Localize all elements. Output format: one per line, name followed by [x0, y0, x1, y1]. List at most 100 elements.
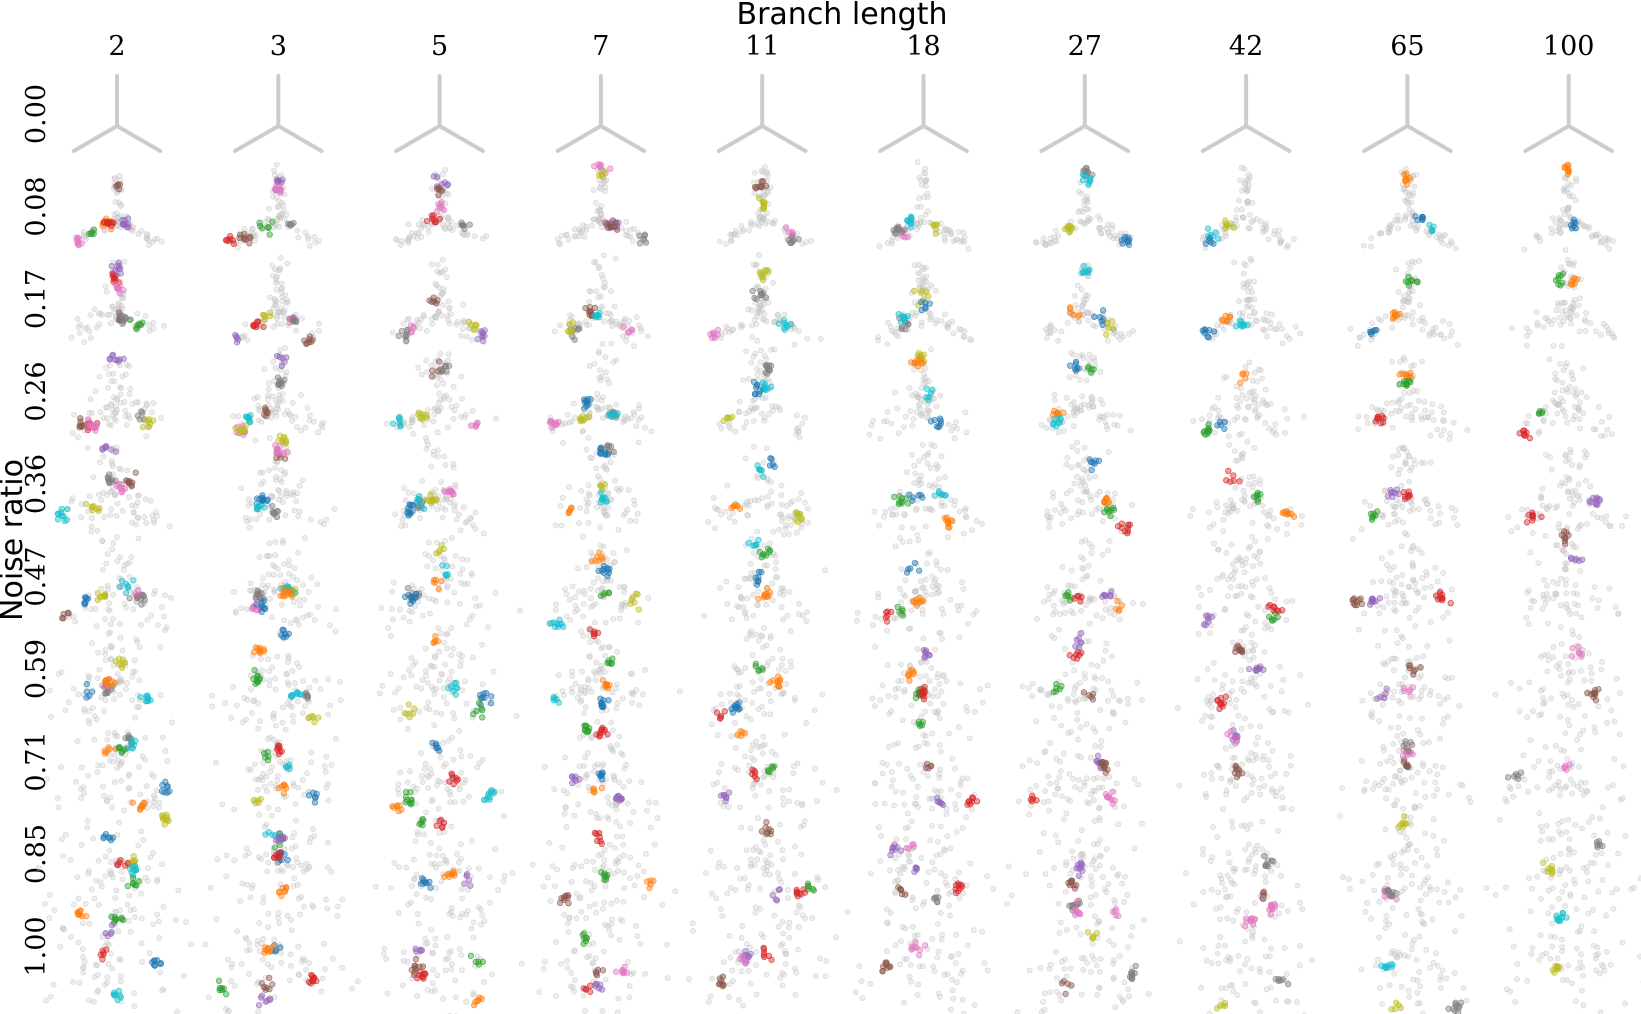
- data-point: [1240, 280, 1247, 287]
- data-point: [287, 412, 294, 419]
- data-point: [625, 487, 632, 493]
- data-point: [918, 412, 925, 419]
- data-point: [437, 350, 444, 357]
- data-point: [576, 233, 582, 240]
- data-point: [230, 413, 236, 419]
- data-point: [768, 488, 775, 495]
- data-point: [597, 186, 604, 192]
- data-point: [148, 409, 155, 416]
- data-point: [722, 508, 729, 515]
- data-point: [610, 616, 617, 622]
- data-point: [631, 411, 638, 418]
- cluster-point: [758, 183, 766, 190]
- data-point: [1557, 361, 1564, 367]
- data-point: [267, 596, 273, 602]
- row-label-0.36: 0.36: [21, 454, 52, 514]
- data-point: [1241, 497, 1248, 504]
- data-point: [439, 256, 446, 263]
- data-point: [121, 600, 128, 607]
- data-point: [1214, 322, 1221, 329]
- data-point: [599, 303, 605, 310]
- data-point: [916, 458, 922, 464]
- data-point: [1389, 324, 1396, 331]
- data-point: [1211, 429, 1218, 436]
- data-point: [277, 572, 284, 579]
- data-point: [458, 373, 465, 380]
- data-point: [570, 400, 577, 407]
- data-point: [431, 411, 438, 418]
- data-point: [1112, 490, 1118, 497]
- data-point: [753, 365, 760, 372]
- data-point: [1440, 417, 1446, 423]
- data-point: [1565, 256, 1571, 263]
- data-point: [763, 356, 769, 363]
- cluster-point: [253, 495, 261, 502]
- data-point: [751, 396, 758, 403]
- data-point: [283, 369, 290, 376]
- cluster-point: [935, 424, 942, 431]
- data-point: [1560, 367, 1567, 374]
- cluster-point: [1574, 275, 1581, 283]
- data-point: [1567, 449, 1574, 456]
- data-point: [273, 412, 280, 419]
- data-point: [911, 480, 917, 486]
- data-point: [104, 491, 111, 498]
- data-point: [1409, 258, 1415, 265]
- panel-3-0.26: [230, 344, 327, 444]
- data-point: [457, 527, 464, 534]
- data-point: [1454, 341, 1461, 348]
- cluster-point: [596, 549, 603, 556]
- panel-5-0.08: [392, 167, 490, 248]
- panel-27-0.17: [1042, 262, 1137, 344]
- cluster-point: [1105, 508, 1112, 515]
- data-point: [453, 516, 460, 523]
- data-point: [1579, 221, 1586, 228]
- cluster-point: [1538, 408, 1546, 415]
- cluster-point: [279, 585, 286, 592]
- cluster-point: [1290, 513, 1298, 520]
- panel-3-0.47: [230, 537, 339, 635]
- data-point: [1576, 416, 1583, 423]
- data-point: [1261, 399, 1267, 406]
- cluster-point: [1589, 494, 1597, 502]
- cluster-point: [434, 208, 441, 215]
- data-point: [1105, 221, 1111, 228]
- data-point: [1051, 327, 1058, 333]
- data-point: [763, 445, 770, 451]
- data-point: [1230, 501, 1237, 508]
- data-point: [956, 326, 962, 332]
- cluster-point: [904, 234, 911, 241]
- data-point: [1240, 627, 1247, 633]
- star-branch: [276, 124, 324, 153]
- data-point: [1421, 460, 1428, 466]
- data-point: [1414, 388, 1420, 395]
- data-point: [1421, 398, 1428, 405]
- cluster-point: [288, 221, 295, 228]
- data-point: [311, 233, 318, 240]
- data-point: [572, 414, 578, 421]
- cluster-point: [632, 590, 640, 597]
- data-point: [1079, 499, 1086, 506]
- data-point: [1229, 561, 1236, 568]
- data-point: [154, 622, 161, 628]
- data-point: [1222, 233, 1229, 239]
- data-point: [935, 463, 942, 470]
- cluster-point: [628, 326, 635, 334]
- data-point: [633, 314, 640, 320]
- data-point: [774, 574, 780, 580]
- panel-11-0.36: [705, 443, 811, 538]
- cluster-point: [1230, 472, 1237, 479]
- cluster-point: [440, 206, 448, 214]
- data-point: [401, 485, 408, 491]
- cluster-point: [1085, 364, 1092, 372]
- data-point: [1559, 343, 1565, 350]
- data-point: [469, 407, 476, 414]
- data-point: [1265, 236, 1272, 243]
- data-point: [754, 528, 761, 535]
- data-point: [910, 525, 916, 532]
- data-point: [1395, 400, 1402, 406]
- cluster-point: [458, 221, 466, 229]
- data-point: [443, 494, 450, 501]
- data-point: [1246, 211, 1253, 218]
- data-point: [1097, 216, 1104, 223]
